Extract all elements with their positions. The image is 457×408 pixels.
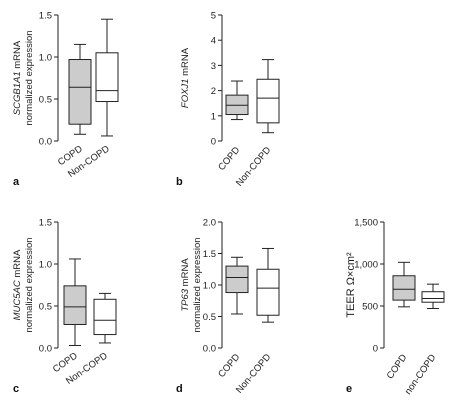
- y-axis-label-line2: normalized expression: [24, 30, 35, 125]
- box-non-copd: [256, 247, 280, 323]
- y-axis-label-suffix: TEER Ω×cm²: [345, 252, 357, 318]
- box-copd: [392, 261, 416, 308]
- y-tick-label: 3: [211, 61, 216, 72]
- y-tick-label: 1.0: [39, 53, 52, 64]
- y-axis-label-suffix: mRNA: [12, 249, 23, 280]
- box-non-copd: [256, 59, 280, 134]
- y-tick-label: 1,500: [354, 218, 378, 229]
- y-tick-label: 4: [211, 36, 216, 47]
- y-tick-label: 0: [211, 137, 216, 148]
- box-non-copd: [421, 283, 445, 310]
- panel-letter: c: [13, 383, 19, 395]
- y-tick-label: 1.0: [39, 260, 52, 271]
- box-iqr: [68, 59, 92, 125]
- y-tick-label: 5: [211, 11, 216, 22]
- y-axis-label-gene: MUC5AC: [12, 280, 23, 320]
- y-axis-label-gene: SCGB1A1: [12, 71, 23, 115]
- y-tick-label: 1.0: [203, 281, 216, 292]
- y-axis-label: FOXJ1 mRNA: [180, 47, 191, 108]
- y-tick-label: 1.5: [39, 218, 52, 229]
- y-tick-label: 0.5: [39, 95, 52, 106]
- y-axis-label: SCGB1A1 mRNA: [12, 40, 23, 115]
- y-tick-label: 1.5: [203, 249, 216, 260]
- y-axis-label-gene: FOXJ1: [180, 79, 191, 109]
- y-axis-label-suffix: mRNA: [180, 47, 191, 78]
- y-axis-label: MUC5AC mRNA: [12, 249, 23, 320]
- box-iqr: [63, 285, 87, 325]
- panel-letter: b: [176, 176, 183, 188]
- y-tick-label: 0.0: [203, 344, 216, 355]
- y-tick-label: 1: [211, 111, 216, 122]
- box-copd: [63, 258, 87, 346]
- category-label: COPD: [216, 145, 242, 173]
- y-axis-label-suffix: mRNA: [12, 40, 23, 71]
- panel-letter: a: [13, 176, 20, 188]
- y-axis-label: TEER Ω×cm²: [345, 252, 357, 318]
- y-axis-label-line2: normalized expression: [192, 237, 203, 332]
- y-axis-label: TP63 mRNA: [180, 258, 191, 312]
- y-axis-label-gene: TP63: [180, 288, 191, 311]
- category-label: COPD: [216, 352, 242, 380]
- y-tick-label: 0.5: [203, 312, 216, 323]
- category-label: COPD: [385, 352, 410, 381]
- panel-letter: e: [346, 383, 352, 395]
- box-non-copd: [95, 18, 119, 137]
- box-iqr: [256, 78, 280, 124]
- box-iqr: [421, 291, 445, 303]
- y-tick-label: 500: [362, 302, 378, 313]
- box-iqr: [256, 268, 280, 316]
- y-tick-label: 2: [211, 86, 216, 97]
- y-tick-label: 1.5: [39, 11, 52, 22]
- y-axis-label-line2: normalized expression: [24, 237, 35, 332]
- y-axis-label-suffix: mRNA: [180, 258, 191, 289]
- box-non-copd: [93, 292, 117, 344]
- y-tick-label: 0.0: [39, 137, 52, 148]
- box-iqr: [93, 298, 117, 336]
- y-tick-label: 0.0: [39, 344, 52, 355]
- box-copd: [68, 43, 92, 135]
- box-iqr: [392, 275, 416, 301]
- box-iqr: [95, 52, 119, 103]
- box-copd: [225, 256, 249, 315]
- y-tick-label: 0: [373, 344, 378, 355]
- box-copd: [225, 80, 249, 121]
- y-tick-label: 1,000: [354, 260, 378, 271]
- y-tick-label: 2.0: [203, 218, 216, 229]
- panel-letter: d: [176, 383, 183, 395]
- box-iqr: [225, 265, 249, 294]
- y-tick-label: 0.5: [39, 302, 52, 313]
